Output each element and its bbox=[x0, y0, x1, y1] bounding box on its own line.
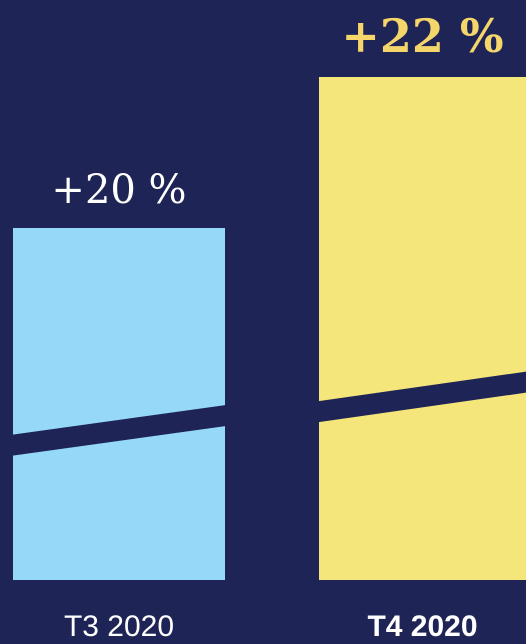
data-label: +22 % bbox=[341, 9, 503, 63]
bar bbox=[13, 228, 225, 580]
axis-break-band bbox=[11, 404, 227, 456]
data-label: +20 % bbox=[51, 167, 186, 213]
labels-layer: +20 % T3 2020 +22 % T4 2020 bbox=[51, 9, 503, 643]
axis-break-band bbox=[317, 371, 526, 423]
bar-group bbox=[11, 228, 227, 580]
category-label: T4 2020 bbox=[367, 610, 477, 643]
bar bbox=[319, 77, 526, 580]
bars-layer bbox=[11, 77, 526, 580]
category-label: T3 2020 bbox=[64, 610, 174, 643]
bar-group bbox=[317, 77, 526, 580]
